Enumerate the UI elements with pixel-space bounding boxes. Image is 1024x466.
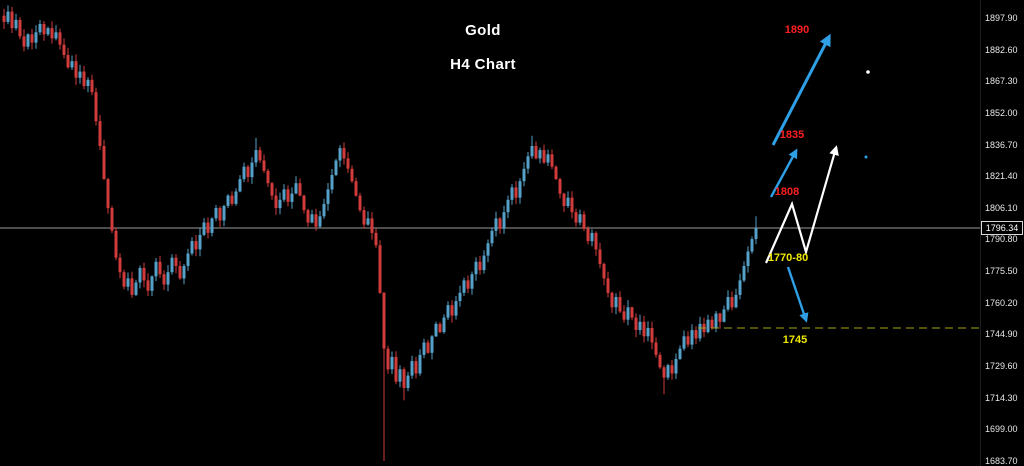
chart-title-timeframe: H4 Chart bbox=[450, 56, 516, 73]
price-axis[interactable]: 1796.34 1897.90 1882.60 1867.30 1852.00 1836… bbox=[980, 0, 1024, 466]
support-zone-label[interactable]: 1770-80 bbox=[767, 252, 809, 264]
y-axis-price-label: 1806.10 bbox=[985, 202, 1018, 213]
target-label-1890[interactable]: 1890 bbox=[784, 24, 810, 36]
y-axis-price-label: 1714.30 bbox=[985, 392, 1018, 403]
y-axis-price-label: 1760.20 bbox=[985, 297, 1018, 308]
y-axis-price-label: 1852.00 bbox=[985, 107, 1018, 118]
chart-title-symbol: Gold bbox=[465, 22, 501, 39]
y-axis-price-label: 1729.60 bbox=[985, 361, 1018, 372]
y-axis-price-label: 1744.90 bbox=[985, 329, 1018, 340]
y-axis-price-label: 1790.80 bbox=[985, 234, 1018, 245]
y-axis-price-label: 1683.70 bbox=[985, 455, 1018, 466]
current-price-tag: 1796.34 bbox=[981, 221, 1023, 236]
target-label-1808[interactable]: 1808 bbox=[774, 186, 800, 198]
target-label-1835[interactable]: 1835 bbox=[779, 129, 805, 141]
support-target-label[interactable]: 1745 bbox=[782, 334, 808, 346]
y-axis-price-label: 1775.50 bbox=[985, 266, 1018, 277]
y-axis-price-label: 1867.30 bbox=[985, 76, 1018, 87]
chart-title: Gold H4 Chart bbox=[383, 22, 583, 73]
y-axis-price-label: 1699.00 bbox=[985, 424, 1018, 435]
y-axis-price-label: 1836.70 bbox=[985, 139, 1018, 150]
y-axis-price-label: 1821.40 bbox=[985, 171, 1018, 182]
y-axis-price-label: 1882.60 bbox=[985, 44, 1018, 55]
y-axis-price-label: 1897.90 bbox=[985, 13, 1018, 23]
